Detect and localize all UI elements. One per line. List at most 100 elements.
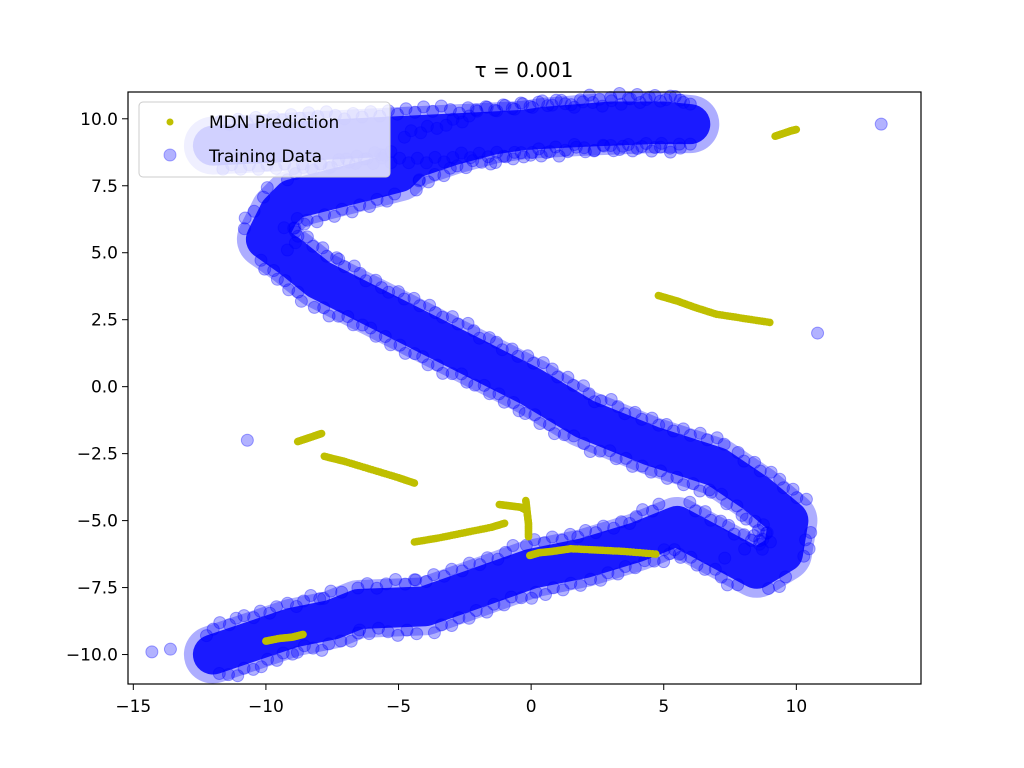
x-tick-label: −15 bbox=[115, 697, 151, 717]
y-tick-label: −5.0 bbox=[77, 512, 118, 532]
training-data-point bbox=[597, 139, 611, 153]
y-tick-label: −7.5 bbox=[77, 579, 118, 599]
training-data-point bbox=[436, 310, 449, 324]
training-data-outlier bbox=[811, 326, 825, 340]
training-data-point bbox=[213, 616, 227, 630]
training-data-point bbox=[611, 567, 625, 581]
training-data-point bbox=[628, 561, 642, 575]
training-data-point bbox=[379, 577, 393, 591]
training-data-point bbox=[663, 145, 677, 159]
training-data-point bbox=[730, 499, 744, 513]
training-data-point bbox=[393, 338, 407, 352]
training-data-point bbox=[384, 338, 398, 352]
training-data-point bbox=[370, 192, 384, 206]
training-data-point bbox=[523, 100, 537, 113]
training-data-point bbox=[335, 202, 349, 216]
training-data-point bbox=[802, 542, 816, 556]
training-data-point bbox=[391, 285, 405, 299]
training-data-outlier bbox=[145, 645, 159, 659]
training-data-point bbox=[748, 455, 762, 469]
training-data-point bbox=[477, 378, 491, 392]
training-data-point bbox=[437, 569, 451, 583]
training-data-point bbox=[607, 521, 621, 535]
training-data-point bbox=[408, 347, 422, 361]
training-data-point bbox=[452, 611, 466, 625]
training-data-point bbox=[514, 96, 528, 110]
training-data-point bbox=[762, 582, 775, 595]
legend-marker-mdn-prediction bbox=[166, 118, 174, 126]
training-data-point bbox=[525, 591, 539, 605]
training-data-point bbox=[790, 491, 804, 505]
training-data-point bbox=[412, 174, 426, 188]
legend-box bbox=[138, 101, 391, 178]
training-data-point bbox=[686, 477, 700, 491]
training-data-point bbox=[491, 552, 505, 566]
x-tick-label: 10 bbox=[786, 697, 808, 717]
training-data-point bbox=[727, 527, 741, 541]
training-data-point bbox=[416, 350, 430, 364]
training-data-point bbox=[514, 146, 528, 160]
plot-frame bbox=[127, 91, 922, 685]
training-data-point bbox=[642, 90, 656, 104]
training-data-point bbox=[759, 526, 773, 540]
training-data-point bbox=[588, 143, 602, 157]
training-data-point bbox=[635, 459, 649, 473]
training-data-point bbox=[237, 222, 251, 236]
training-data-point bbox=[278, 274, 292, 288]
training-data-point bbox=[455, 367, 468, 381]
training-data-point bbox=[611, 400, 625, 414]
training-data-point bbox=[399, 102, 413, 116]
training-data-point bbox=[407, 291, 421, 305]
training-data-point bbox=[737, 528, 751, 542]
training-data-point bbox=[499, 545, 512, 559]
training-data-point bbox=[582, 387, 596, 401]
training-data-point bbox=[751, 524, 765, 537]
training-data-point bbox=[439, 118, 453, 132]
training-data-point bbox=[356, 318, 369, 332]
training-data-point bbox=[353, 198, 367, 212]
training-data-point bbox=[773, 472, 787, 486]
mdn-prediction-point bbox=[652, 550, 660, 558]
training-data-point bbox=[316, 241, 330, 255]
legend-label-mdn-prediction: MDN Prediction bbox=[209, 113, 339, 133]
training-data-point bbox=[288, 221, 302, 235]
training-data-point bbox=[437, 155, 451, 169]
training-data-outlier bbox=[163, 642, 177, 656]
training-data-point bbox=[549, 140, 563, 154]
training-data-point bbox=[605, 94, 619, 108]
training-data-point bbox=[577, 141, 591, 155]
training-data-point bbox=[200, 629, 213, 643]
x-axis: −15 −10 −5 0 5 10 bbox=[115, 684, 807, 717]
y-axis: −10.0 −7.5 −5.0 −2.5 0.0 2.5 5.0 7.5 10.0 bbox=[66, 110, 128, 666]
training-data-point bbox=[480, 605, 494, 619]
training-data-point bbox=[672, 137, 686, 151]
training-data-point bbox=[297, 639, 311, 653]
training-data-point bbox=[558, 143, 572, 157]
training-data-point bbox=[527, 356, 540, 370]
training-data-point bbox=[484, 157, 498, 171]
training-data-point bbox=[535, 94, 549, 108]
training-data-point bbox=[290, 645, 304, 659]
training-data-point bbox=[445, 367, 459, 381]
training-data-point bbox=[253, 604, 267, 618]
training-data-point bbox=[488, 103, 502, 117]
training-data-point bbox=[663, 547, 677, 561]
training-data-point bbox=[289, 600, 303, 613]
training-data-point bbox=[347, 259, 361, 273]
training-data-point bbox=[618, 560, 632, 573]
training-data-point bbox=[738, 542, 752, 556]
training-data-point bbox=[614, 97, 628, 111]
training-data-point bbox=[549, 93, 563, 107]
training-data-point bbox=[720, 578, 734, 592]
training-data-point bbox=[254, 660, 268, 674]
training-data-point bbox=[322, 309, 336, 323]
training-data-point bbox=[380, 194, 394, 208]
training-data-point bbox=[280, 243, 294, 257]
training-data-point bbox=[461, 316, 475, 330]
training-data-point bbox=[744, 533, 758, 547]
training-data-point bbox=[261, 652, 275, 666]
training-data-point bbox=[237, 661, 251, 675]
training-data-point bbox=[684, 550, 698, 564]
training-data-point bbox=[645, 144, 659, 158]
y-tick-label: 5.0 bbox=[91, 244, 118, 264]
